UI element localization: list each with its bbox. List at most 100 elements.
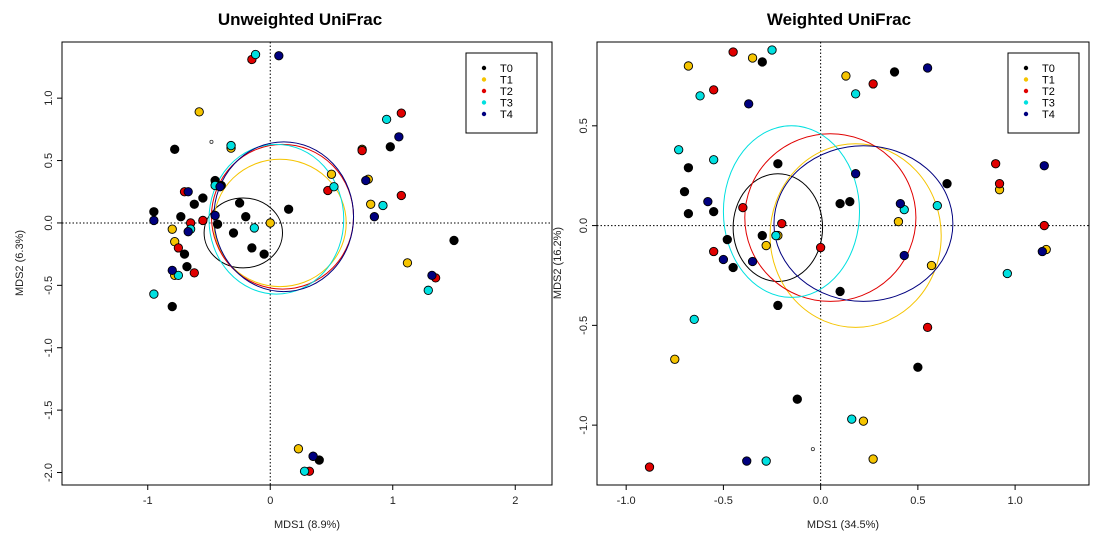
- x-axis-label: MDS1 (34.5%): [807, 519, 879, 531]
- legend-marker-t1: [481, 77, 487, 82]
- legend-marker-t1: [1023, 77, 1029, 82]
- point-t4: [895, 198, 906, 209]
- point-t0: [683, 163, 694, 173]
- point-t0: [683, 208, 694, 219]
- ellipse-t0: [732, 173, 824, 282]
- legend-marker-t4: [481, 111, 487, 117]
- x-tick-label: 1: [390, 495, 396, 507]
- point-t2: [922, 322, 933, 333]
- point-t1: [194, 107, 204, 117]
- ellipse-t3: [722, 125, 861, 298]
- point-t4: [210, 210, 220, 221]
- point-t3: [767, 45, 777, 55]
- point-t4: [899, 250, 909, 261]
- point-t0: [792, 394, 802, 404]
- point-t0: [913, 362, 923, 372]
- point-t1: [761, 240, 771, 251]
- point-t3: [709, 155, 719, 165]
- point-t0: [189, 199, 199, 209]
- point-t3: [249, 223, 259, 233]
- point-t3: [381, 114, 392, 125]
- legend-marker-t2: [481, 88, 487, 94]
- point-t0: [176, 212, 186, 222]
- point-t3: [226, 140, 236, 151]
- reference-lines: [597, 42, 1089, 485]
- x-axis-label: MDS1 (8.9%): [274, 519, 340, 531]
- point-t0: [198, 193, 208, 203]
- legend-label-t0: T0: [1042, 63, 1055, 75]
- point-t2: [396, 190, 406, 201]
- point-t2: [189, 268, 199, 278]
- y-tick-label: -1.0: [578, 416, 590, 435]
- y-tick-label: -1.0: [43, 338, 55, 357]
- point-t3: [847, 414, 857, 424]
- legend-label-t4: T4: [1042, 109, 1055, 121]
- legend-marker-t0: [481, 65, 487, 71]
- point-t3: [761, 456, 771, 466]
- y-tick-label: -0.5: [578, 316, 590, 335]
- point-t0: [835, 286, 845, 297]
- legend-box: [465, 52, 538, 134]
- point-t4: [361, 175, 371, 186]
- point-t4: [183, 227, 193, 237]
- point-t1: [366, 199, 376, 209]
- ellipse-t0: [203, 197, 284, 269]
- point-t4: [850, 169, 861, 179]
- point-t2: [173, 243, 184, 253]
- point-t0: [212, 219, 223, 229]
- point-t0: [773, 159, 783, 169]
- legend-marker-t4: [1023, 111, 1029, 117]
- point-t4: [274, 51, 284, 61]
- point-t4: [1039, 161, 1049, 171]
- x-axis: -1 0 1 2: [143, 485, 518, 507]
- point-t4: [394, 132, 404, 142]
- y-tick-label: -0.5: [43, 276, 55, 295]
- point-t1: [868, 454, 878, 464]
- ellipse-t2: [744, 133, 917, 302]
- point-t2: [709, 246, 719, 257]
- point-t0: [709, 206, 719, 217]
- x-tick-label: 0.5: [910, 495, 925, 507]
- plot-frame: [61, 41, 553, 486]
- data-points: [149, 49, 459, 476]
- point-t2: [198, 215, 208, 226]
- plot-frame: [596, 41, 1090, 486]
- point-t0: [149, 207, 159, 217]
- point-t0: [728, 262, 738, 273]
- legend-label-t1: T1: [1042, 75, 1055, 87]
- legend-label-t2: T2: [1042, 86, 1055, 98]
- point-t0: [757, 57, 767, 67]
- point-t2: [815, 242, 826, 253]
- point-t3: [173, 270, 184, 281]
- point-t4: [427, 270, 437, 281]
- point-t0: [182, 261, 192, 272]
- point-t1: [402, 258, 413, 268]
- point-t0: [942, 179, 952, 189]
- point-t2: [1039, 220, 1049, 231]
- point-t0: [722, 234, 732, 245]
- point-t4: [703, 196, 713, 207]
- point-t1: [167, 224, 177, 234]
- point-t4: [1037, 246, 1047, 257]
- y-axis-label: MDS2 (6.3%): [14, 230, 26, 296]
- confidence-ellipses: [203, 141, 355, 295]
- point-t0: [247, 243, 257, 253]
- point-t0: [179, 249, 190, 259]
- point-t1: [293, 444, 304, 454]
- x-tick-label: -1.0: [617, 495, 636, 507]
- point-t0: [757, 230, 767, 241]
- point-t3: [149, 289, 159, 299]
- x-tick-label: -1: [143, 495, 153, 507]
- point-t3: [250, 49, 261, 60]
- point-t4: [167, 265, 177, 276]
- point-t1: [926, 260, 937, 271]
- legend-marker-t2: [1023, 88, 1029, 94]
- x-axis: -1.0 -0.5 0.0 0.5 1.0: [617, 485, 1023, 507]
- point-t3: [932, 200, 942, 211]
- point-t4: [922, 63, 933, 73]
- ellipse-t4: [773, 145, 954, 302]
- x-tick-label: -0.5: [714, 495, 733, 507]
- point-t4: [369, 212, 380, 222]
